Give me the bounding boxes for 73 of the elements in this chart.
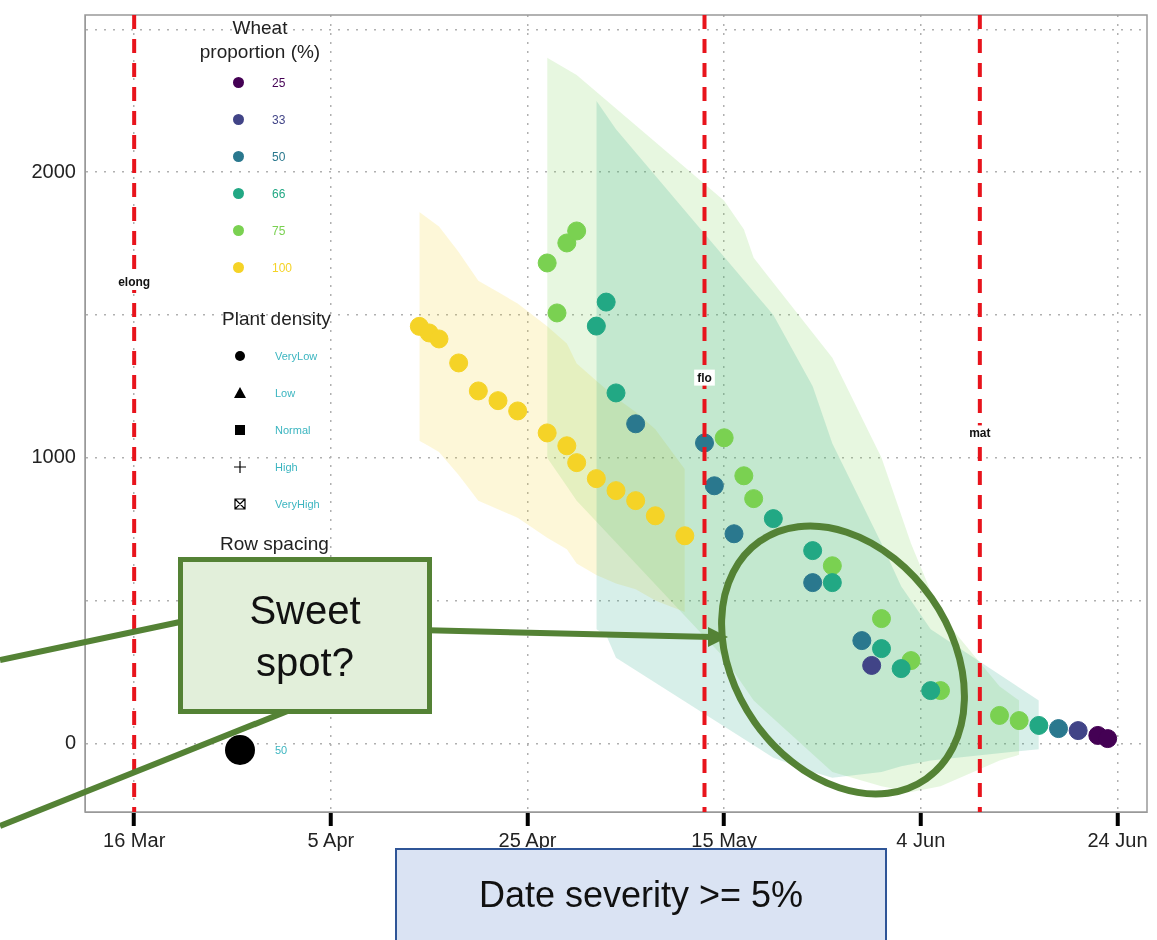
point [872,639,891,659]
annotation: VeryHigh [275,498,320,510]
x-tick-label: 25 Apr [498,828,557,851]
point [822,556,842,576]
point [872,609,891,629]
point [645,506,665,526]
legend-label: 33 [272,112,286,127]
annotation: Row spacing [220,533,329,555]
point [744,489,764,509]
point [596,292,616,312]
point [488,391,508,411]
point [1029,715,1049,735]
annotation: Sweet spot? [248,586,362,686]
point [626,491,646,511]
legend-label: 75 [272,223,286,238]
point [449,353,469,373]
point [547,303,567,323]
annotation: High [275,461,298,473]
point [734,466,754,486]
legend-label: 25 [272,75,286,90]
point [537,423,557,443]
annotation: VeryLow [275,350,318,362]
point [714,428,734,448]
point [626,414,646,434]
point [891,659,911,679]
annotation: Normal [275,424,311,436]
point [763,509,783,529]
x-tick-label: 4 Jun [896,828,946,851]
y-tick-label: 0 [64,730,76,753]
point [468,381,488,401]
point [586,469,606,489]
ref-line-label: flo [697,370,712,385]
annotation: Plant density [222,308,331,330]
point [586,316,606,336]
point [822,573,842,593]
x-tick-label: 5 Apr [307,828,355,851]
caption-box: Date severity >= 5% [395,848,887,940]
point [803,573,823,593]
y-tick-label: 2000 [31,159,76,182]
point [606,481,626,501]
point [567,221,587,241]
legend-label: 66 [272,186,286,201]
legend-label: 100 [272,260,293,275]
point [429,329,449,349]
point [537,253,557,273]
point [990,705,1009,725]
annotation: 50 [275,744,288,756]
point [724,524,744,544]
point [1098,729,1118,749]
point [606,383,626,403]
point [704,476,724,496]
point [921,681,941,701]
ref-line-label: elong [118,274,151,289]
y-tick-label: 1000 [31,445,76,468]
point [852,631,872,651]
annotation: Low [275,387,296,399]
callout-box: Sweet spot? [178,557,432,714]
point [557,233,577,253]
point [567,453,587,473]
point [862,655,882,675]
point [557,436,577,456]
ref-line-label: mat [969,426,991,441]
point [1009,711,1029,731]
point [803,541,823,561]
point [1049,719,1068,739]
point [1068,721,1088,741]
x-tick-label: 16 Mar [103,828,166,851]
point [675,526,695,546]
x-tick-label: 15 May [691,828,757,851]
legend-label: 50 [272,149,286,164]
x-tick-label: 24 Jun [1087,828,1148,851]
point [508,401,528,421]
legend-title: Wheat proportion (%) [198,16,322,64]
